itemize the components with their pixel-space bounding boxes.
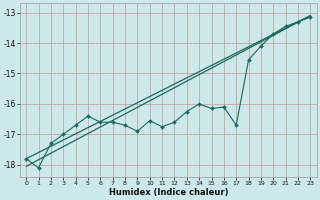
- X-axis label: Humidex (Indice chaleur): Humidex (Indice chaleur): [108, 188, 228, 197]
